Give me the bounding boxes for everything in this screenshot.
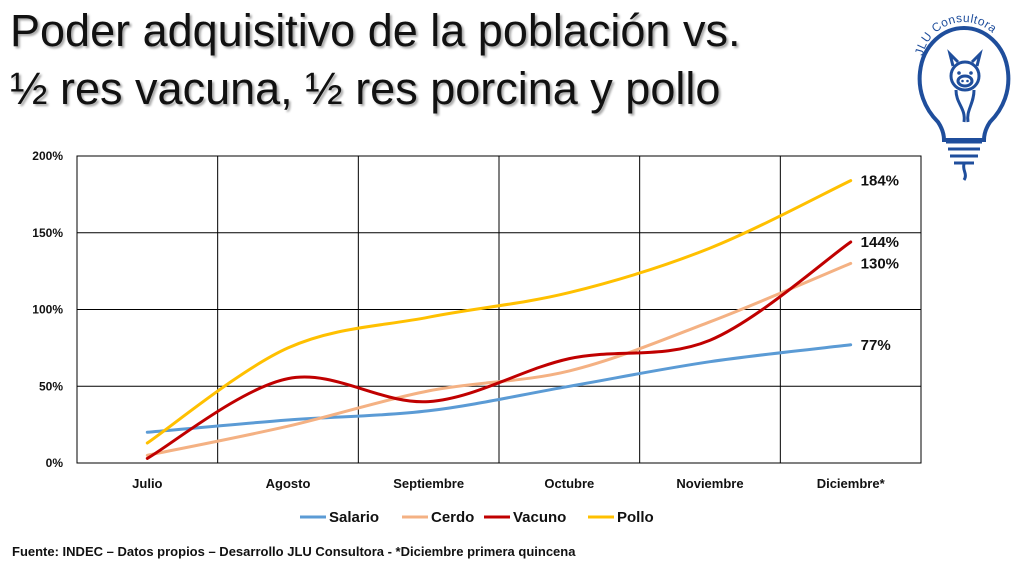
legend-label-salario: Salario bbox=[329, 509, 379, 526]
legend-label-pollo: Pollo bbox=[617, 509, 654, 526]
title-line-2: ½ res vacuna, ½ res porcina y pollo bbox=[10, 63, 721, 114]
line-chart: 0% 50% 100% 150% 200% Julio Agosto Septiembre O… bbox=[32, 149, 922, 526]
legend-label-cerdo: Cerdo bbox=[431, 509, 474, 526]
x-tick-label: Diciembre* bbox=[817, 476, 886, 491]
y-axis: 0% 50% 100% 150% 200% bbox=[32, 149, 63, 470]
grid-lines bbox=[77, 155, 921, 464]
y-tick-label: 100% bbox=[32, 303, 63, 317]
x-tick-label: Noviembre bbox=[676, 476, 743, 491]
end-labels: 77% 130% 144% 184% bbox=[861, 173, 899, 354]
x-tick-label: Octubre bbox=[544, 476, 594, 491]
series-line-salario bbox=[145, 343, 853, 434]
title-line-1: Poder adquisitivo de la población vs. bbox=[10, 5, 741, 56]
series-lines bbox=[145, 179, 853, 460]
pig-icon bbox=[947, 49, 983, 123]
y-tick-label: 200% bbox=[32, 149, 63, 163]
y-tick-label: 0% bbox=[46, 456, 64, 470]
series-line-vacuno bbox=[145, 240, 853, 460]
page-title: Poder adquisitivo de la población vs. ½ … bbox=[10, 2, 890, 118]
y-tick-label: 150% bbox=[32, 226, 63, 240]
legend-label-vacuno: Vacuno bbox=[513, 509, 566, 526]
end-label-vacuno: 144% bbox=[861, 234, 899, 251]
legend: Salario Cerdo Vacuno Pollo bbox=[300, 509, 654, 526]
end-label-salario: 77% bbox=[861, 337, 891, 354]
series-line-pollo bbox=[145, 179, 853, 445]
source-note: Fuente: INDEC – Datos propios – Desarrol… bbox=[12, 544, 576, 559]
end-label-pollo: 184% bbox=[861, 173, 899, 190]
x-tick-label: Septiembre bbox=[393, 476, 464, 491]
end-label-cerdo: 130% bbox=[861, 255, 899, 272]
x-tick-label: Julio bbox=[132, 476, 162, 491]
x-tick-label: Agosto bbox=[266, 476, 311, 491]
y-tick-label: 50% bbox=[39, 379, 63, 393]
x-axis: Julio Agosto Septiembre Octubre Noviembre Dic… bbox=[132, 476, 885, 491]
jlu-logo: JLU Consultora bbox=[912, 11, 1011, 181]
